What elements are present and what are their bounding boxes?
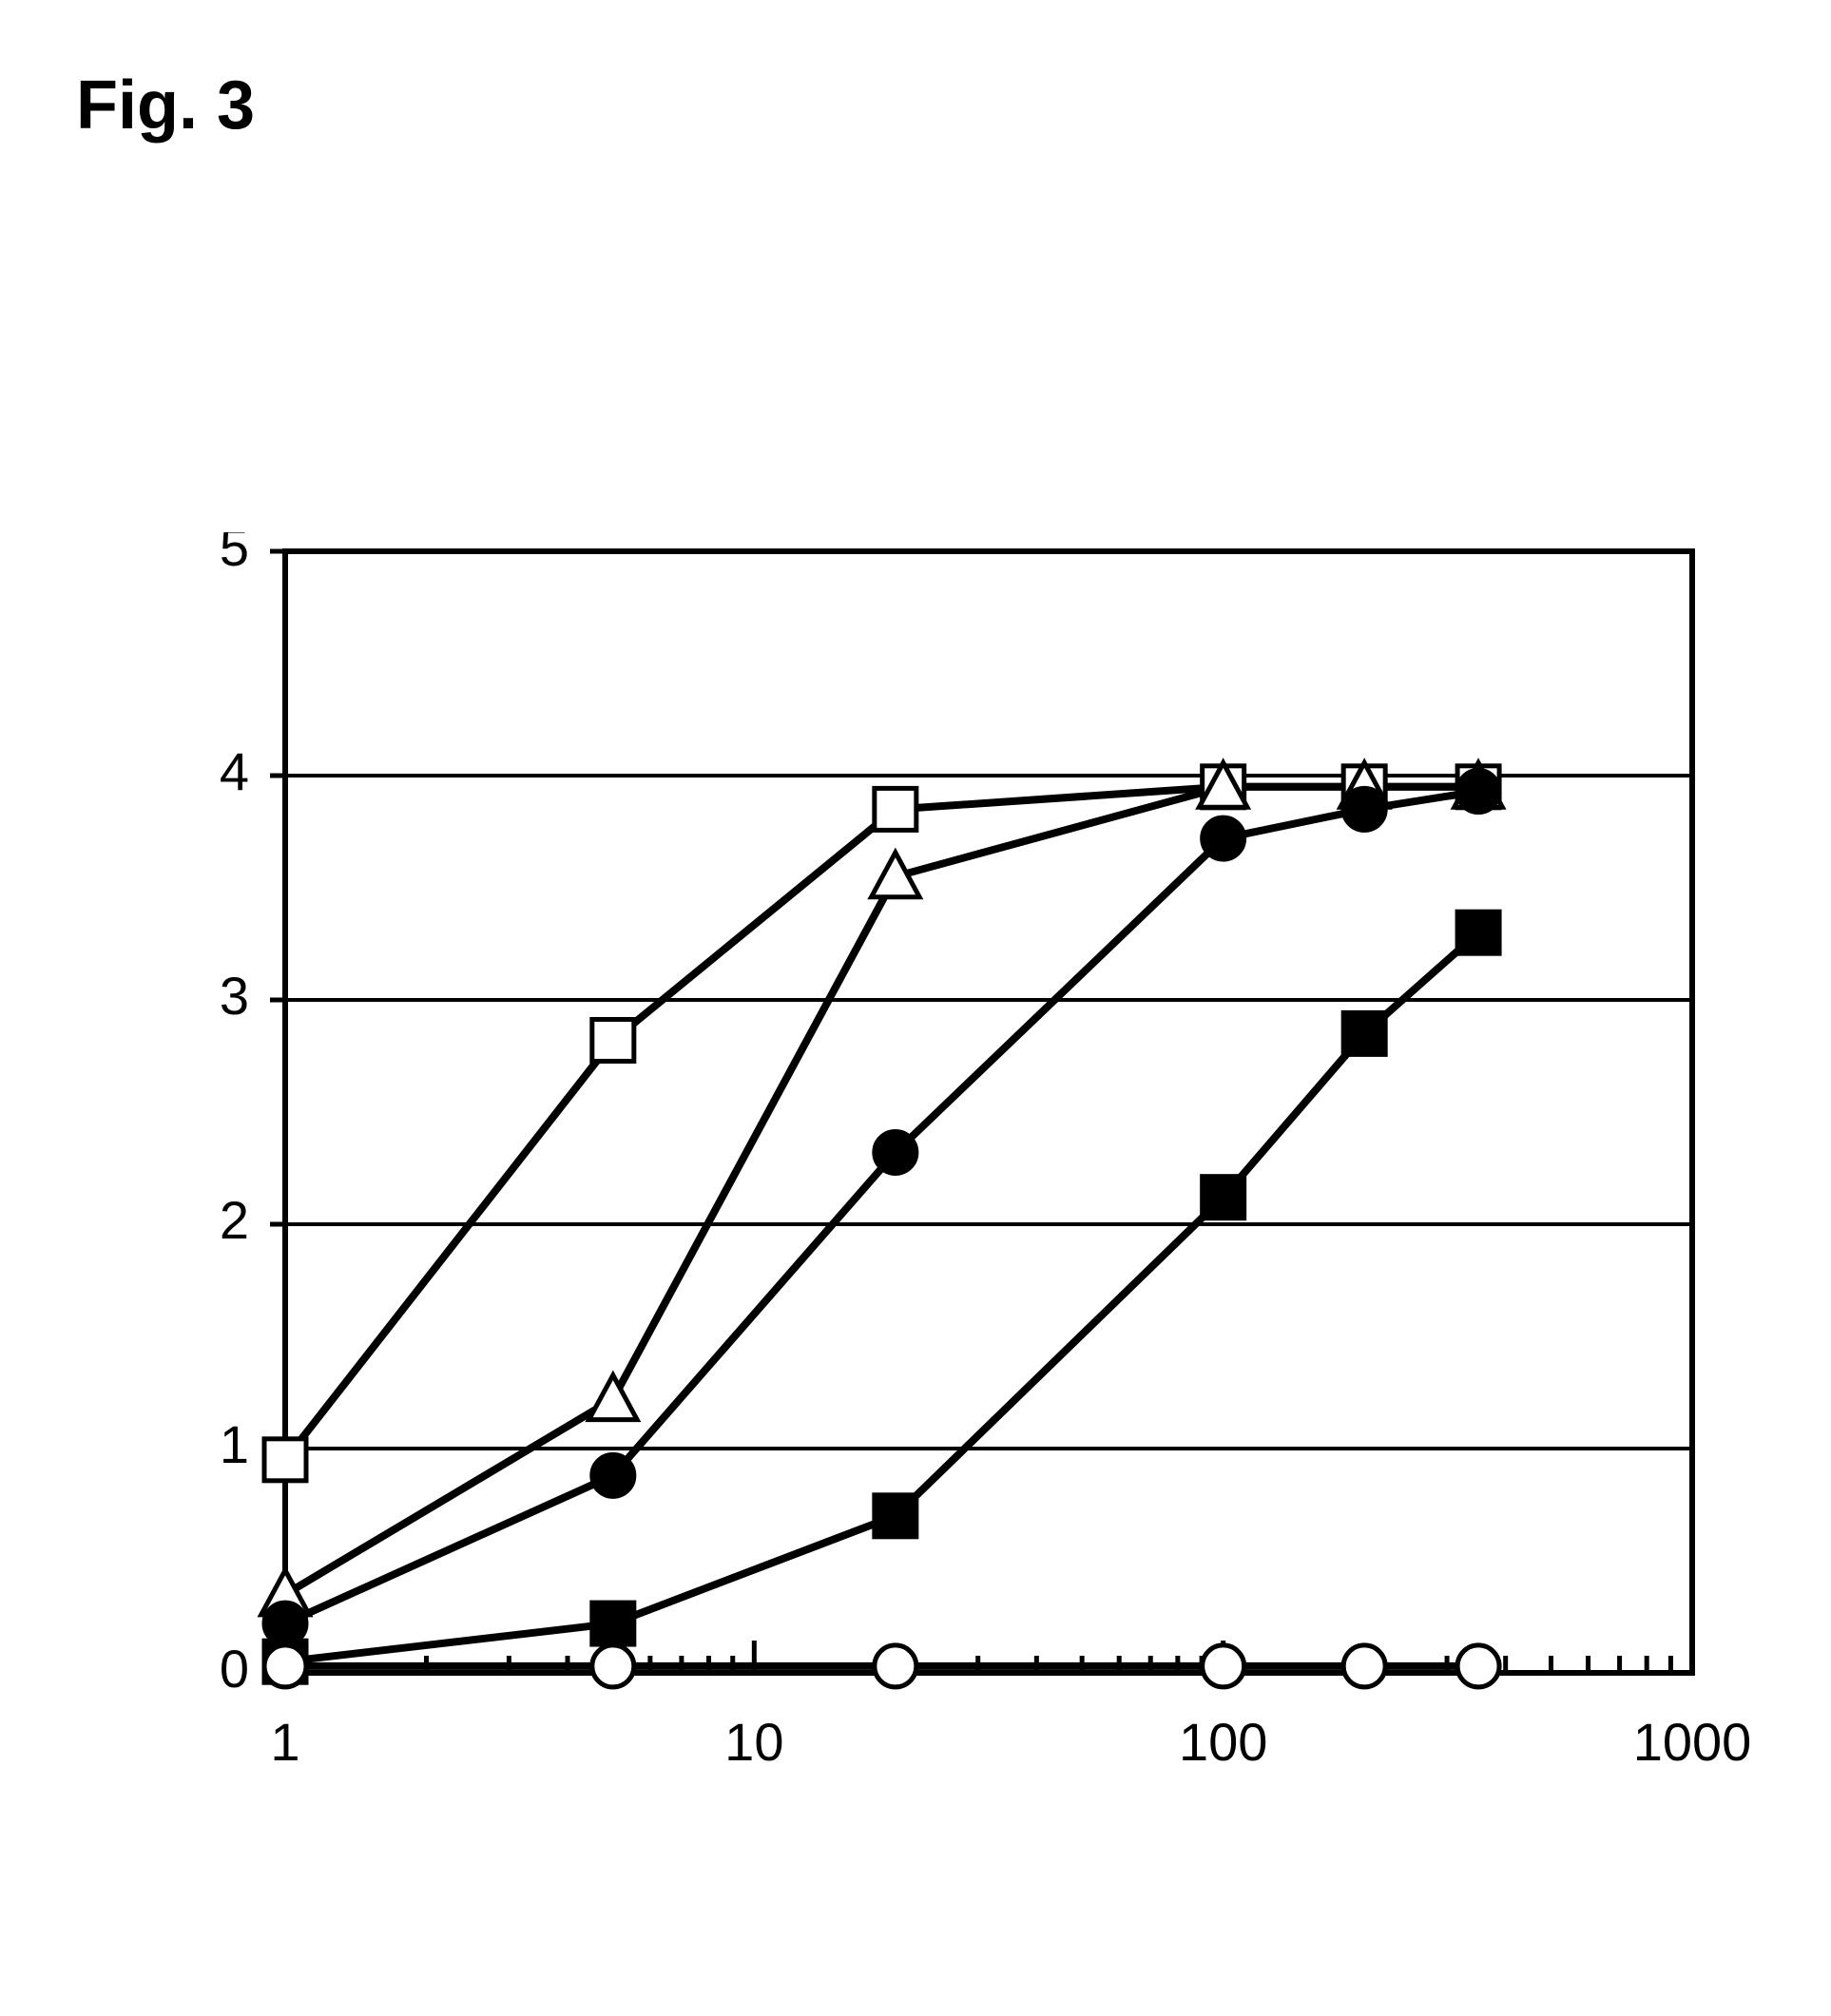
page: Fig. 3 1101001000012345 bbox=[0, 0, 1831, 2016]
chart-svg: 1101001000012345 bbox=[171, 532, 1831, 1825]
y-tick-label: 2 bbox=[220, 1190, 249, 1250]
y-tick-label: 3 bbox=[220, 966, 249, 1026]
y-tick-label: 4 bbox=[220, 741, 249, 801]
y-tick-label: 0 bbox=[220, 1639, 249, 1699]
x-tick-label: 1 bbox=[270, 1712, 299, 1772]
x-tick-label: 100 bbox=[1179, 1712, 1267, 1772]
chart-container: 1101001000012345 bbox=[171, 532, 1831, 1825]
y-tick-label: 1 bbox=[220, 1414, 249, 1474]
figure-title: Fig. 3 bbox=[76, 67, 255, 144]
y-tick-label: 5 bbox=[220, 532, 249, 577]
x-tick-label: 10 bbox=[724, 1712, 783, 1772]
x-tick-label: 1000 bbox=[1633, 1712, 1752, 1772]
